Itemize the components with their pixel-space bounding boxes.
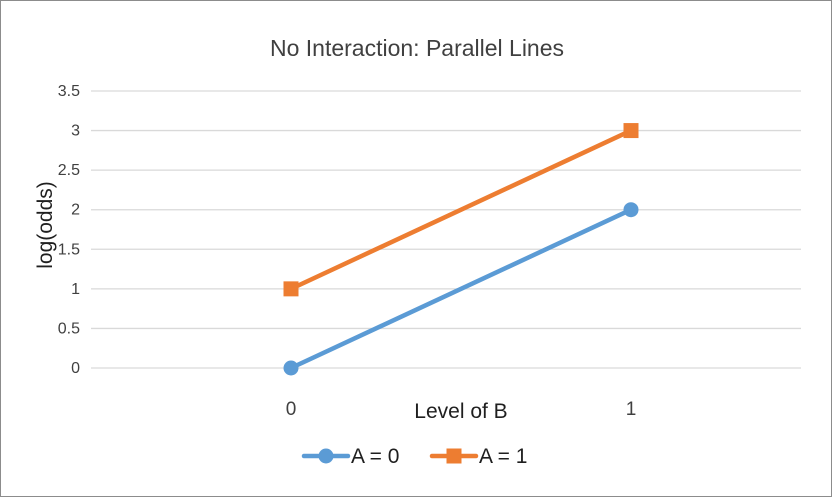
x-tick-label: 1 bbox=[626, 399, 637, 420]
y-tick-label: 2 bbox=[71, 202, 80, 219]
legend-square-marker bbox=[446, 448, 462, 464]
series-line bbox=[288, 128, 634, 292]
x-tick-label: 0 bbox=[286, 399, 297, 420]
data-point-circle bbox=[623, 202, 639, 218]
legend-item: A = 1 bbox=[429, 445, 527, 468]
y-tick-label: 3.5 bbox=[58, 83, 80, 100]
series-2 bbox=[283, 123, 639, 297]
y-tick-label: 3 bbox=[71, 123, 80, 140]
legend-label: A = 0 bbox=[351, 445, 399, 468]
y-tick-label: 1.5 bbox=[58, 241, 80, 258]
data-point-square bbox=[283, 281, 299, 297]
chart-title: No Interaction: Parallel Lines bbox=[270, 35, 564, 61]
x-axis-label: Level of B bbox=[414, 400, 507, 423]
y-tick-label: 2.5 bbox=[58, 162, 80, 179]
data-point-circle bbox=[283, 360, 299, 376]
y-tick-label: 1 bbox=[71, 281, 80, 298]
series-line bbox=[288, 207, 634, 371]
y-tick-label: 0 bbox=[71, 360, 80, 377]
legend-circle-marker bbox=[318, 448, 334, 464]
y-axis-tick-labels: 0 0.5 1 1.5 2 2.5 3 3.5 bbox=[58, 83, 80, 377]
gridlines bbox=[91, 90, 801, 369]
series-1 bbox=[283, 202, 639, 376]
legend-label: A = 1 bbox=[479, 445, 527, 468]
y-tick-label: 0.5 bbox=[58, 320, 80, 337]
data-point-square bbox=[623, 123, 639, 139]
legend-item: A = 0 bbox=[301, 445, 399, 468]
legend: A = 0 A = 1 bbox=[301, 445, 527, 468]
y-axis-label: log(odds) bbox=[34, 181, 57, 269]
series-layer bbox=[283, 123, 639, 376]
